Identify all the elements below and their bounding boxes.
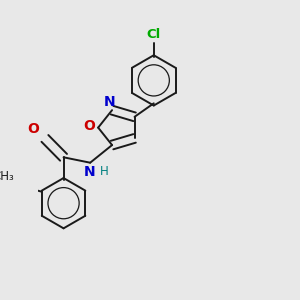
Text: N: N [103, 95, 115, 109]
Text: Cl: Cl [147, 28, 161, 41]
Text: O: O [27, 122, 39, 136]
Text: H: H [100, 164, 109, 178]
Text: CH₃: CH₃ [0, 170, 14, 183]
Text: O: O [83, 119, 95, 133]
Text: N: N [83, 164, 95, 178]
